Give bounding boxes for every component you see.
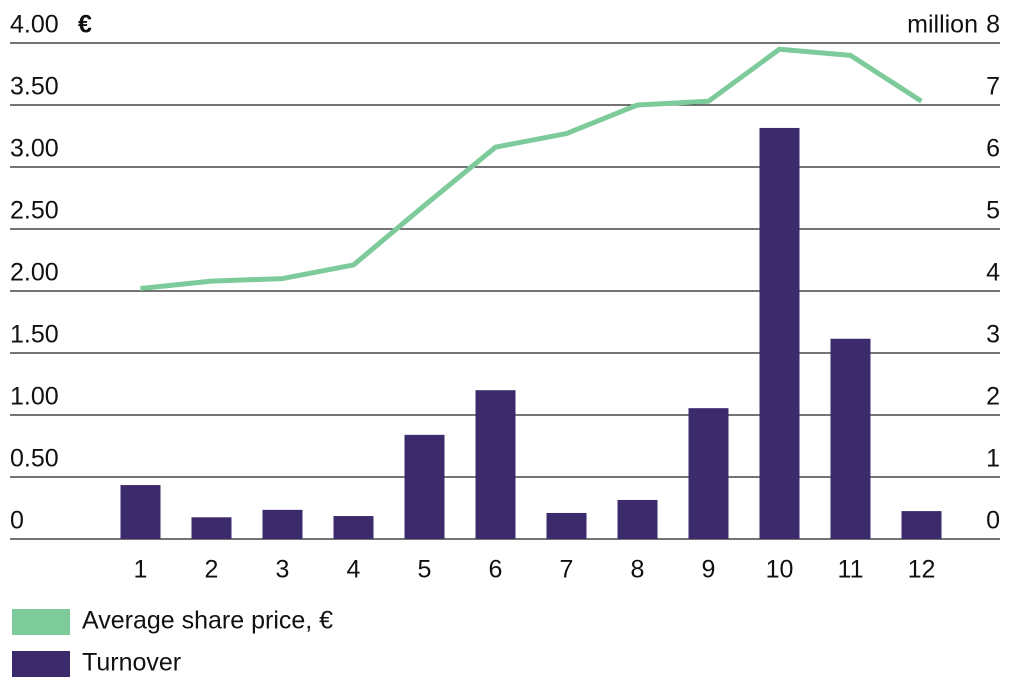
- line: [140, 46, 923, 292]
- y2-tick-label: 6: [986, 135, 1000, 163]
- bar: [262, 509, 303, 539]
- bar: [759, 127, 800, 539]
- y2-tick-label: 4: [986, 259, 1000, 287]
- y-axis-label: €: [78, 11, 92, 39]
- y-tick-label: 0.50: [10, 445, 59, 473]
- y2-tick-label: 2: [986, 383, 1000, 411]
- bar: [475, 390, 516, 539]
- y-tick-label: 0: [10, 507, 24, 535]
- bar: [191, 517, 232, 539]
- y2-tick-label: 7: [986, 73, 1000, 101]
- x-tick-label: 1: [134, 556, 148, 584]
- x-tick-label: 9: [702, 556, 716, 584]
- x-tick-label: 6: [489, 556, 503, 584]
- y2-tick-label: 8: [986, 11, 1000, 39]
- x-tick-label: 10: [766, 556, 794, 584]
- y-tick-label: 1.50: [10, 321, 59, 349]
- bar: [120, 485, 161, 539]
- y2-tick-label: 3: [986, 321, 1000, 349]
- y-tick-label: 2.00: [10, 259, 59, 287]
- y-tick-label: 1.00: [10, 383, 59, 411]
- legend-swatch: [12, 609, 70, 635]
- legend-label: Turnover: [82, 649, 181, 677]
- bar: [617, 499, 658, 539]
- x-tick-label: 5: [418, 556, 432, 584]
- x-tick-label: 7: [560, 556, 574, 584]
- y-tick-label: 3.50: [10, 73, 59, 101]
- x-tick-label: 8: [631, 556, 645, 584]
- x-tick-label: 2: [205, 556, 219, 584]
- x-tick-label: 3: [276, 556, 290, 584]
- y-tick-label: 3.00: [10, 135, 59, 163]
- y2-tick-label: 5: [986, 197, 1000, 225]
- bar: [688, 408, 729, 539]
- bar: [546, 512, 587, 539]
- x-tick-label: 11: [838, 556, 864, 584]
- bar: [333, 516, 374, 539]
- y2-tick-label: 1: [986, 445, 1000, 473]
- x-tick-label: 4: [347, 556, 361, 584]
- legend-label: Average share price, €: [82, 607, 333, 635]
- y-tick-label: 4.00: [10, 11, 59, 39]
- bar: [901, 511, 942, 539]
- y2-tick-label: 0: [986, 507, 1000, 535]
- bar: [404, 434, 445, 539]
- y2-axis-label: million: [907, 11, 978, 39]
- bar: [830, 338, 871, 539]
- legend-swatch: [12, 651, 70, 677]
- y-tick-label: 2.50: [10, 197, 59, 225]
- x-tick-label: 12: [908, 556, 936, 584]
